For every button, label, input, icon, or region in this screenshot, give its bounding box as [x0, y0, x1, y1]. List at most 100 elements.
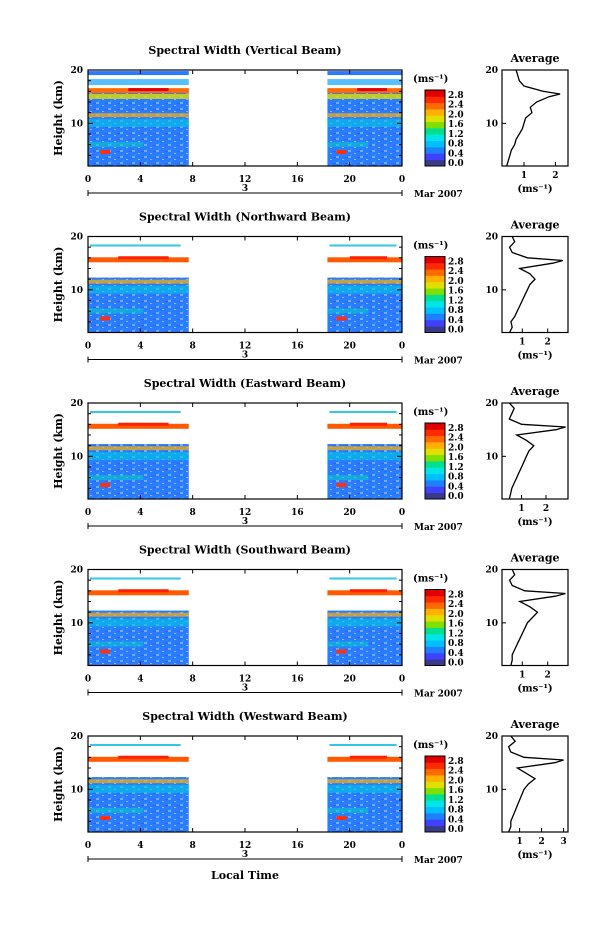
x-tick-label: 4 [137, 841, 143, 851]
y-tick-label: 10 [70, 452, 83, 462]
average-x-label: (ms⁻¹) [517, 351, 552, 362]
colorbar-swatch [425, 473, 445, 481]
average-y-tick-label: 20 [485, 233, 498, 243]
heat-band-mid [88, 618, 189, 627]
colorbar-tick-label: 1.2 [448, 629, 464, 639]
heat-band-upper-core [118, 422, 169, 426]
y-axis-label: Height (km) [52, 580, 65, 656]
heat-band-tropopause [88, 113, 189, 118]
x-tick-label: 0 [399, 675, 405, 685]
date-label: 3 [242, 184, 248, 194]
colorbar-unit: (ms⁻¹) [413, 74, 448, 85]
colorbar-tick-label: 2.4 [448, 434, 464, 444]
colorbar-swatch [425, 652, 445, 660]
colorbar-swatch [425, 147, 445, 154]
heat-band-upper [88, 756, 189, 762]
x-tick-label: 20 [343, 342, 356, 352]
x-tick-label: 4 [137, 175, 143, 185]
colorbar-swatch [425, 140, 445, 148]
heat-band-low [88, 142, 144, 147]
colorbar-swatch [425, 454, 445, 462]
colorbar-tick-label: 1.6 [448, 620, 464, 630]
heat-band-top [327, 71, 402, 76]
y-axis-label: Height (km) [52, 247, 65, 323]
heatmap-block [327, 577, 402, 666]
colorbar-swatch [425, 159, 445, 167]
colorbar-tick-label: 0.8 [448, 473, 464, 483]
y-tick-label: 20 [70, 732, 83, 742]
panel-title: Spectral Width (Southward Beam) [139, 544, 351, 557]
x-tick-label: 12 [239, 675, 252, 685]
average-x-tick-label: 2 [545, 338, 551, 348]
average-x-tick-label: 2 [545, 671, 551, 681]
colorbar-tick-label: 0.8 [448, 140, 464, 150]
colorbar-swatch [425, 806, 445, 814]
colorbar-tick-label: 2.0 [448, 610, 464, 620]
colorbar-swatch [425, 608, 445, 616]
colorbar-swatch [425, 134, 445, 142]
colorbar-swatch [425, 800, 445, 808]
colorbar-swatch [425, 307, 445, 314]
colorbar-tick-label: 2.8 [448, 591, 464, 601]
y-tick-label: 20 [70, 566, 83, 576]
month-label: Mar 2007 [414, 690, 463, 700]
y-tick-label: 10 [70, 119, 83, 129]
heat-band-tropopause [88, 612, 189, 617]
date-label: 3 [242, 351, 248, 361]
heat-spot [100, 649, 111, 654]
colorbar-tick-label: 2.0 [448, 443, 464, 453]
colorbar-swatch [425, 256, 445, 264]
colorbar-swatch [425, 288, 445, 295]
heatmap-block [327, 244, 402, 333]
heat-band-low [88, 641, 144, 647]
heat-band-tropopause [327, 612, 402, 617]
heat-band-upper [327, 590, 402, 596]
colorbar-swatch [425, 794, 445, 801]
colorbar-swatch [425, 102, 445, 110]
colorbar-swatch [425, 627, 445, 635]
colorbar-tick-label: 0.4 [448, 316, 464, 326]
heat-band-yellow [327, 94, 402, 99]
x-tick-label: 16 [291, 841, 304, 851]
colorbar-swatch [425, 90, 445, 97]
average-y-tick-label: 10 [485, 286, 498, 296]
average-y-tick-label: 20 [485, 66, 498, 76]
average-frame [501, 568, 569, 667]
colorbar-swatch [425, 153, 445, 161]
average-title: Average [509, 219, 559, 232]
colorbar-tick-label: 1.2 [448, 796, 464, 806]
heat-band-low [327, 475, 369, 480]
heat-band-low [327, 308, 369, 314]
average-x-label: (ms⁻¹) [517, 184, 552, 195]
heat-band-tropopause [327, 279, 402, 284]
colorbar-swatch [425, 614, 445, 622]
colorbar-swatch [425, 646, 445, 654]
heat-band-yellow [88, 94, 189, 99]
heat-band-top [90, 744, 181, 746]
heat-band-tropopause [327, 446, 402, 451]
colorbar-unit: (ms⁻¹) [413, 407, 448, 418]
colorbar-tick-label: 0.8 [448, 806, 464, 816]
y-tick-label: 20 [70, 399, 83, 409]
average-x-tick-label: 2 [538, 837, 544, 847]
x-tick-label: 12 [239, 841, 252, 851]
colorbar-tick-label: 2.4 [448, 767, 464, 777]
heat-band-mid [327, 452, 402, 461]
average-x-tick-label: 1 [516, 837, 522, 847]
colorbar-swatch [425, 825, 445, 833]
x-tick-label: 0 [85, 508, 91, 518]
colorbar-swatch [425, 633, 445, 641]
colorbar-swatch [425, 96, 445, 104]
colorbar-tick-label: 1.2 [448, 296, 464, 306]
colorbar-tick-label: 1.6 [448, 287, 464, 297]
colorbar-swatch [425, 467, 445, 475]
colorbar-frame [424, 422, 446, 500]
x-tick-label: 20 [343, 175, 356, 185]
y-axis-label: Height (km) [52, 413, 65, 489]
heatmap-block [88, 411, 189, 499]
heat-band-tropopause [88, 446, 189, 451]
heatmap-block [327, 411, 402, 499]
heat-spot [100, 816, 111, 820]
heat-band-low [327, 641, 369, 647]
average-y-tick-label: 10 [485, 619, 498, 629]
